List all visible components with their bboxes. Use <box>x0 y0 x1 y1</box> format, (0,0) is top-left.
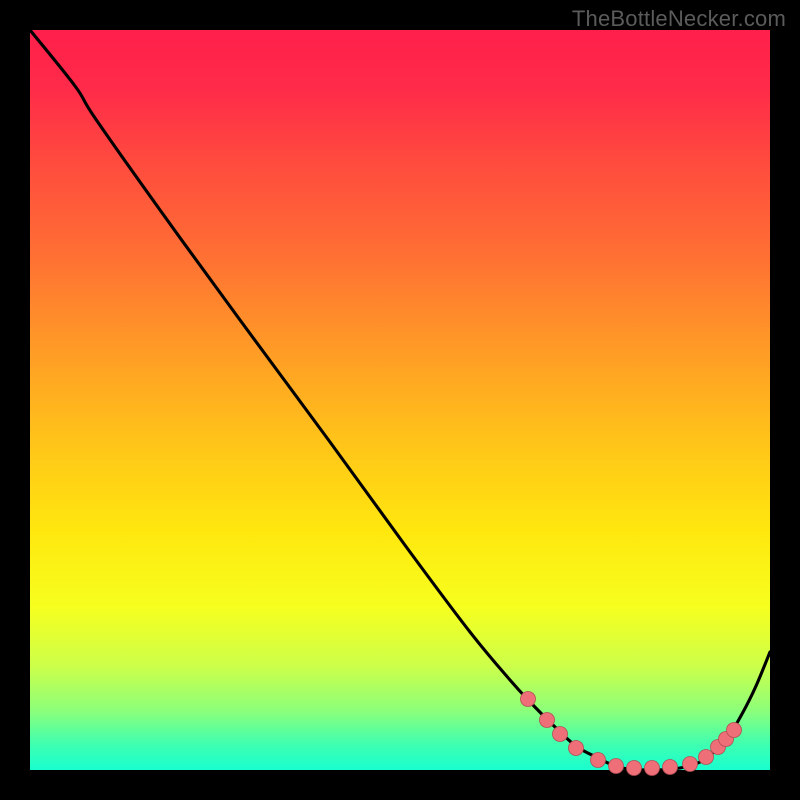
chart-marker <box>521 692 536 707</box>
chart-marker <box>683 757 698 772</box>
chart-marker <box>727 723 742 738</box>
chart-marker <box>663 760 678 775</box>
plot-gradient-rect <box>30 30 770 770</box>
chart-marker <box>627 761 642 776</box>
watermark-text: TheBottleNecker.com <box>572 6 786 32</box>
chart-svg <box>0 0 800 800</box>
chart-marker <box>699 750 714 765</box>
chart-marker <box>540 713 555 728</box>
chart-marker <box>553 727 568 742</box>
chart-marker <box>569 741 584 756</box>
chart-marker <box>645 761 660 776</box>
chart-marker <box>591 753 606 768</box>
chart-stage: TheBottleNecker.com <box>0 0 800 800</box>
chart-marker <box>609 759 624 774</box>
